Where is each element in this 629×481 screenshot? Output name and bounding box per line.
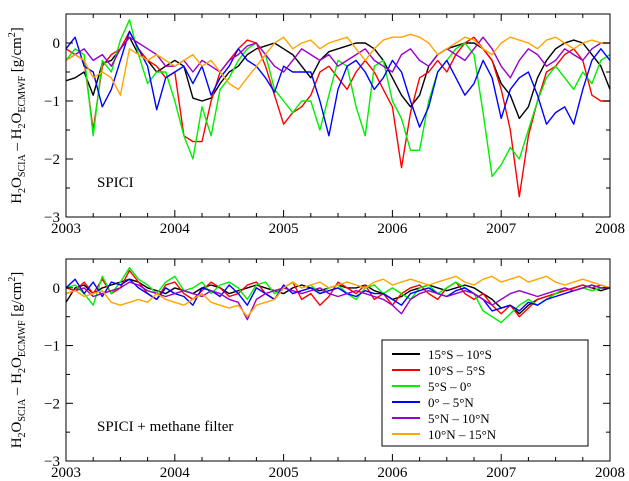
legend-label-5: 10°N – 15°N xyxy=(428,427,497,442)
x-tick-label: 2006 xyxy=(377,465,408,481)
x-tick-label: 2008 xyxy=(595,221,625,237)
y-tick-label: 0 xyxy=(53,36,61,52)
plot-frame xyxy=(65,13,611,218)
x-tick-label: 2003 xyxy=(51,221,81,237)
legend-box xyxy=(381,339,589,447)
series-group xyxy=(66,267,610,324)
x-tick-label: 2007 xyxy=(486,221,517,237)
series-line-3 xyxy=(66,278,610,312)
series-line-2 xyxy=(66,267,610,324)
x-tick-label: 2004 xyxy=(160,465,191,481)
series-group xyxy=(66,19,610,198)
legend-label-4: 5°N – 10°N xyxy=(428,411,490,426)
y-tick-label: −1 xyxy=(44,94,60,110)
y-axis-label: H2OSCIA – H2OECMWF [g/cm2] xyxy=(7,272,28,449)
legend-label-2: 5°S – 0° xyxy=(428,379,472,394)
legend: 15°S – 10°S10°S – 5°S5°S – 0°0° – 5°N5°N… xyxy=(381,339,589,447)
y-axis-label: H2OSCIA – H2OECMWF [g/cm2] xyxy=(7,27,28,204)
x-tick-label: 2005 xyxy=(269,465,299,481)
y-tick-label: −1 xyxy=(44,339,60,355)
series-line-1 xyxy=(66,30,610,198)
series-line-2 xyxy=(66,19,610,178)
y-tick-label: −3 xyxy=(44,210,60,226)
y-tick-label: −2 xyxy=(44,152,60,168)
top-panel: 2003 2004 2005 2006 2007 2008 0 −1 −2 −3 SPICI H2OS… xyxy=(7,13,625,237)
panel-label: SPICI xyxy=(97,175,134,191)
x-tick-label: 2008 xyxy=(595,465,625,481)
legend-label-0: 15°S – 10°S xyxy=(428,347,492,362)
bottom-panel: 2003 2004 2005 2006 2007 2008 0 −1 −2 −3 SPICI + m… xyxy=(7,258,625,481)
x-tick-label: 2004 xyxy=(160,221,191,237)
y-tick-label: 0 xyxy=(53,281,61,297)
series-line-5 xyxy=(66,33,610,96)
legend-label-3: 0° – 5°N xyxy=(428,395,474,410)
y-tick-label: −3 xyxy=(44,454,60,470)
series-line-5 xyxy=(66,275,610,318)
x-tick-label: 2007 xyxy=(486,465,517,481)
y-tick-label: −2 xyxy=(44,396,60,412)
legend-label-1: 10°S – 5°S xyxy=(428,363,485,378)
x-tick-label: 2006 xyxy=(377,221,408,237)
x-tick-label: 2005 xyxy=(269,221,299,237)
x-tick-label: 2003 xyxy=(51,465,81,481)
series-line-3 xyxy=(66,30,610,137)
panel-label: SPICI + methane filter xyxy=(97,419,233,435)
